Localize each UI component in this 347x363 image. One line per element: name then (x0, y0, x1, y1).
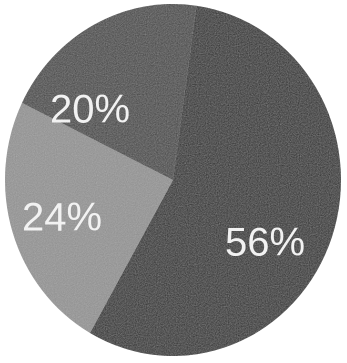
pie-label-slice-20: 20% (50, 88, 130, 132)
pie-labels: 56% 24% 20% (22, 88, 305, 265)
pie-slice-slice-56 (90, 5, 341, 356)
pie-slice-slice-20 (22, 3, 197, 181)
pie-slice-slice-24 (5, 102, 174, 334)
pie-label-slice-24: 24% (22, 196, 102, 240)
pie-label-slice-56: 56% (225, 221, 305, 265)
pie-slices (5, 3, 341, 356)
